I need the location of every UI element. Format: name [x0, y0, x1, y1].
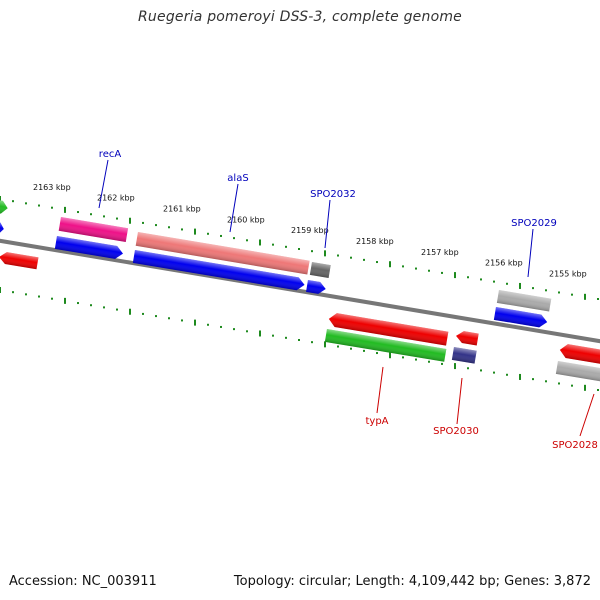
feature-shading — [456, 331, 479, 346]
gene-label-SPO2029[interactable]: SPO2029 — [511, 218, 557, 278]
gene-feature[interactable] — [54, 236, 124, 260]
feature-shading — [451, 347, 477, 364]
scale-label: 2158 kbp — [356, 237, 394, 246]
gene-feature[interactable] — [496, 290, 552, 312]
gene-feature[interactable] — [0, 221, 5, 235]
svg-text:SPO2029: SPO2029 — [511, 218, 557, 229]
gene-feature[interactable] — [58, 217, 129, 243]
gene-feature[interactable] — [309, 262, 331, 278]
feature-shading — [306, 280, 326, 294]
feature-shading — [324, 329, 447, 362]
scale-label: 2161 kbp — [163, 205, 201, 214]
svg-text:SPO2032: SPO2032 — [310, 189, 356, 200]
svg-text:SPO2028: SPO2028 — [552, 440, 598, 451]
svg-text:typA: typA — [365, 416, 388, 427]
feature-shading — [309, 262, 331, 278]
feature-shading — [58, 217, 129, 243]
scale-label: 2160 kbp — [227, 215, 265, 224]
gene-feature[interactable] — [0, 199, 9, 215]
gene-label-SPO2030[interactable]: SPO2030 — [433, 377, 479, 437]
genome-summary-text: Topology: circular; Length: 4,109,442 bp… — [233, 574, 591, 589]
feature-shading — [559, 344, 600, 365]
scale-label: 2156 kbp — [485, 259, 523, 268]
gene-feature[interactable] — [306, 280, 327, 295]
gene-label-alaS[interactable]: alaS — [227, 173, 249, 233]
scale-label: 2155 kbp — [549, 269, 587, 278]
gene-feature[interactable] — [132, 250, 306, 291]
scale-label: 2159 kbp — [291, 226, 329, 235]
feature-shading — [132, 250, 305, 291]
gene-feature[interactable] — [0, 251, 39, 270]
feature-shading — [555, 361, 600, 382]
genome-backbone — [0, 238, 600, 344]
feature-shading — [328, 313, 449, 346]
scale-label: 2157 kbp — [421, 248, 459, 257]
gene-label-SPO2032[interactable]: SPO2032 — [310, 189, 356, 249]
gene-label-recA[interactable]: recA — [98, 149, 122, 209]
gene-label-typA[interactable]: typA — [365, 366, 389, 427]
feature-shading — [0, 252, 39, 270]
feature-shading — [496, 290, 552, 312]
svg-text:SPO2030: SPO2030 — [433, 426, 479, 437]
feature-shading — [135, 232, 310, 275]
accession-text: Accession: NC_003911 — [9, 574, 157, 589]
gene-feature[interactable] — [324, 329, 447, 362]
outer-scale-ticks — [0, 196, 599, 300]
feature-shading — [0, 199, 8, 214]
scale-labels: 2163 kbp 2162 kbp 2161 kbp 2160 kbp 2159 kbp… — [33, 183, 587, 278]
feature-shading — [493, 307, 548, 328]
gene-feature[interactable] — [135, 232, 310, 275]
svg-text:recA: recA — [99, 149, 122, 160]
map-title: Ruegeria pomeroyi DSS-3, complete genome — [138, 9, 462, 25]
gene-feature[interactable] — [451, 347, 477, 364]
gene-features — [0, 199, 600, 382]
scale-label: 2163 kbp — [33, 183, 71, 192]
inner-scale-ticks — [0, 287, 599, 391]
feature-shading — [0, 221, 4, 235]
gene-feature[interactable] — [328, 312, 449, 346]
svg-text:alaS: alaS — [227, 173, 248, 184]
gene-feature[interactable] — [559, 343, 600, 365]
scale-label: 2162 kbp — [97, 194, 135, 203]
gene-label-SPO2028[interactable]: SPO2028 — [552, 393, 598, 451]
feature-shading — [54, 236, 123, 259]
gene-feature[interactable] — [555, 361, 600, 382]
gene-feature[interactable] — [493, 307, 548, 329]
gene-feature[interactable] — [455, 330, 479, 346]
